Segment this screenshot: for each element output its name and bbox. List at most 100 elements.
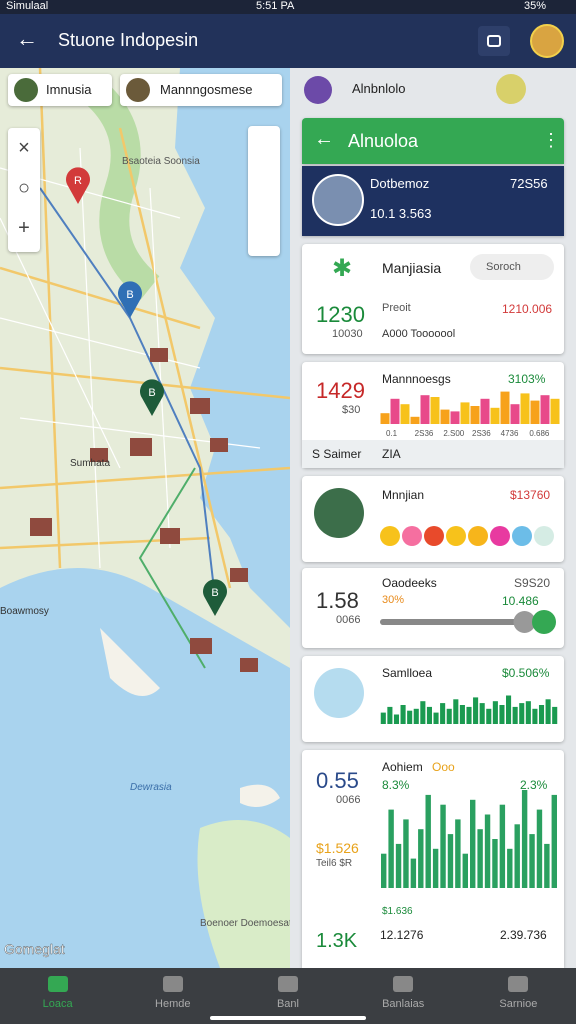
nav-item[interactable]: Banlaias <box>346 974 461 1014</box>
nav-item[interactable]: Loaca <box>0 974 115 1014</box>
card[interactable]: Samlloea $0.506% <box>302 656 564 742</box>
bar <box>460 402 470 424</box>
battery: 35% <box>524 0 547 12</box>
map-pin <box>203 579 228 616</box>
map-pin <box>118 281 143 318</box>
bar <box>425 794 431 888</box>
bar <box>450 411 460 424</box>
color-dot <box>468 526 488 546</box>
carrier: Simulaal <box>6 0 49 12</box>
bar <box>519 703 525 724</box>
bar <box>459 705 465 724</box>
pin-label: R <box>74 175 82 187</box>
bar <box>390 398 400 424</box>
bar <box>490 407 500 424</box>
card[interactable]: 0.55 0066 Aohiem Ooo 8.3% 2.3% $1.526 Te… <box>302 750 564 968</box>
card-sub: 0066 <box>336 614 361 626</box>
bar <box>551 794 557 888</box>
bar <box>532 708 538 724</box>
card-title: Mnnjian <box>382 488 425 502</box>
card-big: 1.58 <box>316 588 359 613</box>
bar <box>512 706 518 724</box>
dropdown-label: Soroch <box>486 261 521 273</box>
app-title: Stuone Indopesin <box>58 30 199 50</box>
x-label: 2.S00 <box>443 429 464 438</box>
map-label: Sumhata <box>70 458 110 469</box>
card-footer: S Saimer ZIA <box>302 440 564 468</box>
card-bottom-left: 1.3K <box>316 930 358 952</box>
card-pct: 30% <box>382 594 405 606</box>
bar <box>410 416 420 424</box>
map-tools[interactable] <box>248 126 280 256</box>
bar <box>500 391 510 424</box>
bar <box>510 404 520 424</box>
profile-name: Dotbemoz <box>370 176 430 191</box>
time: 5:51 PA <box>256 0 295 12</box>
map-controls[interactable]: × ○ + <box>8 128 40 252</box>
bar <box>514 824 520 888</box>
card[interactable]: Mnnjian $13760 <box>302 476 564 562</box>
bar <box>545 699 551 724</box>
card[interactable]: 1429 $30 Mannnoesgs 3103% 0.1 2S36 2.S00 2S… <box>302 362 564 468</box>
bar <box>380 413 390 424</box>
bar <box>400 404 410 424</box>
card-sub: 10030 <box>332 328 363 340</box>
card-badge: Ooo <box>432 760 455 774</box>
bar <box>536 809 543 888</box>
profile-card[interactable]: Dotbemoz 72S56 10.1 3.563 <box>302 166 564 236</box>
map-chip[interactable]: Mannngosmese <box>120 74 282 106</box>
map-chip[interactable]: Imnusia <box>8 74 112 106</box>
card-value: 1210.006 <box>502 302 553 316</box>
color-dot <box>490 526 510 546</box>
nav-item[interactable]: Sarnioe <box>461 974 576 1014</box>
map-attribution: Gomeglat <box>4 941 65 957</box>
bar <box>479 703 485 724</box>
card-label: Preoit <box>382 302 411 314</box>
bar <box>395 843 402 888</box>
bar <box>381 853 387 888</box>
card-title: Manjiasia <box>382 260 442 276</box>
color-dots <box>380 526 554 546</box>
panel-title-bar: ← Alnuoloa ⋮ <box>302 118 564 164</box>
bar <box>433 712 439 724</box>
bar <box>400 705 406 724</box>
bar <box>446 708 452 724</box>
card-value-2: 10.486 <box>502 594 539 608</box>
pin-label: B <box>126 289 133 301</box>
card[interactable]: ✱ Manjiasia Soroch 1230 10030 Preoit A00… <box>302 244 564 354</box>
card-value: $13760 <box>510 488 551 502</box>
panel-header: Alnbnlolo <box>352 81 406 96</box>
dropdown[interactable]: Soroch <box>470 254 554 280</box>
card-left: $1.526 <box>316 840 359 856</box>
card-value: S9S20 <box>514 576 551 590</box>
profile-value: 72S56 <box>510 176 548 191</box>
card-title: Oaodeeks <box>382 576 437 590</box>
card-big: 1429 <box>316 378 365 403</box>
bar <box>538 705 545 724</box>
x-label: 0.686 <box>529 429 550 438</box>
bar <box>499 705 505 724</box>
card-big: 0.55 <box>316 768 359 793</box>
progress-end <box>532 610 556 634</box>
nav-item[interactable]: Hemde <box>115 974 230 1014</box>
color-dot <box>380 526 400 546</box>
bar <box>477 829 483 888</box>
bar <box>455 819 461 888</box>
bar <box>440 409 450 424</box>
x-label: 0.1 <box>386 429 398 438</box>
avatar[interactable] <box>530 24 564 58</box>
bar <box>525 701 531 724</box>
back-button[interactable]: ← <box>16 26 38 51</box>
card-bottom-mid: 12.1276 <box>380 928 424 942</box>
card-sub: 0066 <box>336 794 361 806</box>
progress-knob <box>513 611 536 633</box>
bar <box>388 809 394 888</box>
x-label: 2S36 <box>415 429 434 438</box>
card[interactable]: 1.58 0066 Oaodeeks 30% S9S20 10.486 <box>302 568 564 648</box>
bar <box>407 710 413 724</box>
nav-item[interactable]: Banl <box>230 974 345 1014</box>
card-value: $0.506% <box>502 666 550 680</box>
card-big: 1230 <box>316 302 365 327</box>
camera-button[interactable] <box>478 26 510 56</box>
bar <box>440 804 446 888</box>
